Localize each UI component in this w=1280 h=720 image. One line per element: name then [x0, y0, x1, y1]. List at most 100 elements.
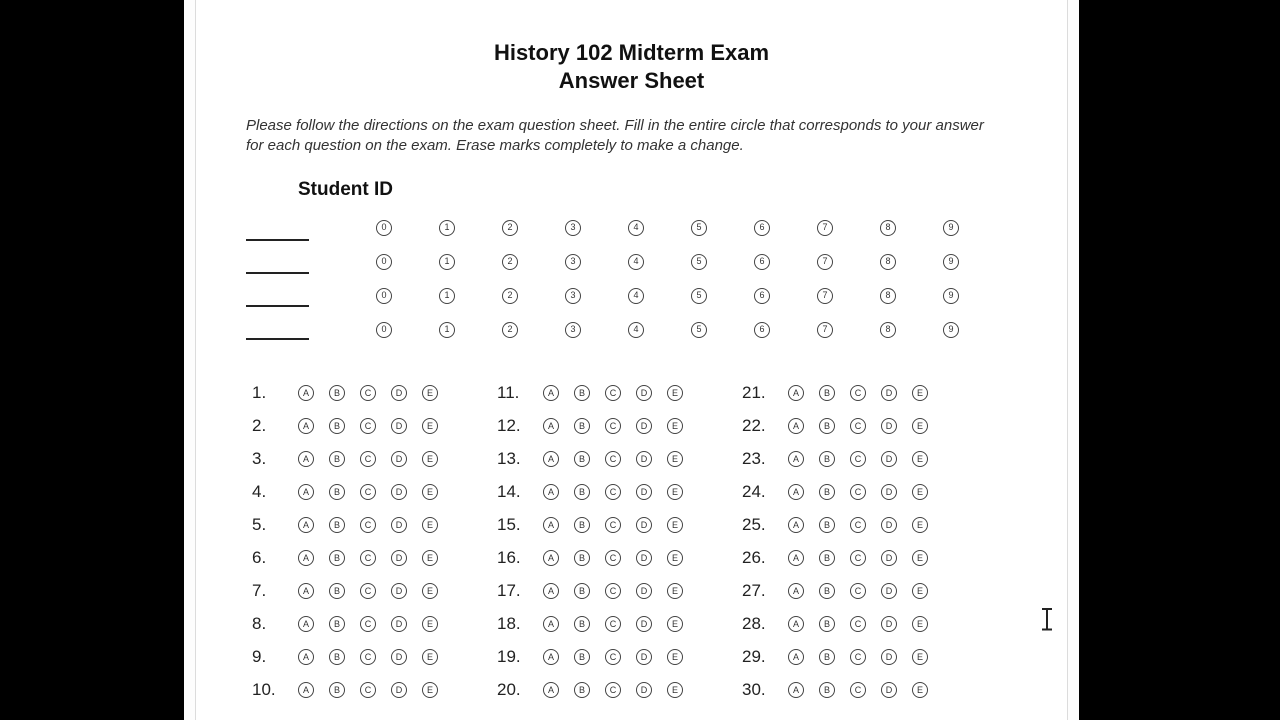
answer-bubble-e[interactable]: E — [422, 418, 438, 434]
answer-bubble-a[interactable]: A — [543, 550, 559, 566]
answer-bubble-e[interactable]: E — [912, 484, 928, 500]
student-id-bubble-5[interactable]: 5 — [691, 322, 707, 338]
answer-bubble-a[interactable]: A — [788, 616, 804, 632]
answer-bubble-a[interactable]: A — [543, 649, 559, 665]
answer-bubble-b[interactable]: B — [574, 616, 590, 632]
answer-bubble-b[interactable]: B — [819, 616, 835, 632]
answer-bubble-c[interactable]: C — [605, 616, 621, 632]
answer-bubble-c[interactable]: C — [850, 451, 866, 467]
answer-bubble-e[interactable]: E — [912, 550, 928, 566]
answer-bubble-a[interactable]: A — [298, 649, 314, 665]
answer-bubble-b[interactable]: B — [329, 649, 345, 665]
answer-bubble-a[interactable]: A — [298, 385, 314, 401]
answer-bubble-a[interactable]: A — [543, 517, 559, 533]
answer-bubble-e[interactable]: E — [422, 385, 438, 401]
answer-bubble-d[interactable]: D — [391, 385, 407, 401]
answer-bubble-b[interactable]: B — [329, 517, 345, 533]
answer-bubble-e[interactable]: E — [912, 682, 928, 698]
answer-bubble-b[interactable]: B — [329, 418, 345, 434]
answer-bubble-c[interactable]: C — [360, 451, 376, 467]
student-id-bubble-5[interactable]: 5 — [691, 254, 707, 270]
student-id-bubble-6[interactable]: 6 — [754, 288, 770, 304]
answer-bubble-d[interactable]: D — [881, 550, 897, 566]
answer-bubble-b[interactable]: B — [819, 682, 835, 698]
answer-bubble-a[interactable]: A — [788, 517, 804, 533]
student-id-bubble-4[interactable]: 4 — [628, 322, 644, 338]
answer-bubble-b[interactable]: B — [819, 550, 835, 566]
answer-bubble-c[interactable]: C — [360, 385, 376, 401]
answer-bubble-a[interactable]: A — [543, 418, 559, 434]
answer-bubble-c[interactable]: C — [850, 583, 866, 599]
student-id-bubble-6[interactable]: 6 — [754, 254, 770, 270]
answer-bubble-e[interactable]: E — [912, 616, 928, 632]
student-id-bubble-2[interactable]: 2 — [502, 220, 518, 236]
answer-bubble-b[interactable]: B — [329, 385, 345, 401]
answer-bubble-e[interactable]: E — [667, 385, 683, 401]
student-id-bubble-5[interactable]: 5 — [691, 220, 707, 236]
answer-bubble-a[interactable]: A — [788, 418, 804, 434]
answer-bubble-e[interactable]: E — [667, 649, 683, 665]
answer-bubble-b[interactable]: B — [574, 682, 590, 698]
answer-bubble-c[interactable]: C — [360, 682, 376, 698]
answer-bubble-a[interactable]: A — [543, 583, 559, 599]
student-id-bubble-0[interactable]: 0 — [376, 288, 392, 304]
student-id-bubble-2[interactable]: 2 — [502, 288, 518, 304]
answer-bubble-d[interactable]: D — [636, 682, 652, 698]
answer-bubble-a[interactable]: A — [298, 583, 314, 599]
student-id-bubble-1[interactable]: 1 — [439, 322, 455, 338]
answer-bubble-b[interactable]: B — [819, 649, 835, 665]
answer-bubble-c[interactable]: C — [850, 550, 866, 566]
student-id-bubble-7[interactable]: 7 — [817, 322, 833, 338]
student-id-bubble-6[interactable]: 6 — [754, 322, 770, 338]
answer-bubble-c[interactable]: C — [605, 550, 621, 566]
answer-bubble-e[interactable]: E — [667, 517, 683, 533]
student-id-bubble-9[interactable]: 9 — [943, 220, 959, 236]
student-id-bubble-7[interactable]: 7 — [817, 254, 833, 270]
answer-bubble-d[interactable]: D — [636, 517, 652, 533]
answer-bubble-e[interactable]: E — [422, 550, 438, 566]
answer-bubble-b[interactable]: B — [819, 451, 835, 467]
answer-bubble-b[interactable]: B — [819, 583, 835, 599]
answer-bubble-e[interactable]: E — [667, 451, 683, 467]
student-id-bubble-4[interactable]: 4 — [628, 254, 644, 270]
student-id-bubble-2[interactable]: 2 — [502, 322, 518, 338]
answer-bubble-b[interactable]: B — [329, 682, 345, 698]
answer-bubble-c[interactable]: C — [850, 418, 866, 434]
answer-bubble-a[interactable]: A — [298, 418, 314, 434]
student-id-bubble-7[interactable]: 7 — [817, 288, 833, 304]
answer-bubble-d[interactable]: D — [391, 517, 407, 533]
student-id-bubble-4[interactable]: 4 — [628, 288, 644, 304]
answer-bubble-b[interactable]: B — [819, 484, 835, 500]
answer-bubble-a[interactable]: A — [543, 385, 559, 401]
answer-bubble-b[interactable]: B — [819, 418, 835, 434]
student-id-bubble-8[interactable]: 8 — [880, 254, 896, 270]
answer-bubble-d[interactable]: D — [391, 418, 407, 434]
answer-bubble-a[interactable]: A — [298, 616, 314, 632]
student-id-bubble-3[interactable]: 3 — [565, 288, 581, 304]
student-id-bubble-8[interactable]: 8 — [880, 322, 896, 338]
answer-bubble-c[interactable]: C — [605, 682, 621, 698]
student-id-bubble-0[interactable]: 0 — [376, 220, 392, 236]
answer-bubble-b[interactable]: B — [574, 484, 590, 500]
student-id-bubble-7[interactable]: 7 — [817, 220, 833, 236]
answer-bubble-e[interactable]: E — [912, 451, 928, 467]
answer-bubble-a[interactable]: A — [298, 451, 314, 467]
answer-bubble-a[interactable]: A — [788, 682, 804, 698]
answer-bubble-b[interactable]: B — [574, 517, 590, 533]
answer-bubble-c[interactable]: C — [850, 385, 866, 401]
student-id-bubble-3[interactable]: 3 — [565, 220, 581, 236]
answer-bubble-e[interactable]: E — [422, 583, 438, 599]
answer-bubble-e[interactable]: E — [912, 418, 928, 434]
answer-bubble-e[interactable]: E — [912, 385, 928, 401]
answer-bubble-c[interactable]: C — [605, 517, 621, 533]
answer-bubble-e[interactable]: E — [667, 418, 683, 434]
answer-bubble-c[interactable]: C — [360, 616, 376, 632]
answer-bubble-c[interactable]: C — [360, 484, 376, 500]
answer-bubble-e[interactable]: E — [912, 517, 928, 533]
answer-bubble-e[interactable]: E — [912, 649, 928, 665]
answer-bubble-b[interactable]: B — [329, 550, 345, 566]
answer-bubble-b[interactable]: B — [574, 451, 590, 467]
student-id-bubble-8[interactable]: 8 — [880, 220, 896, 236]
answer-bubble-c[interactable]: C — [850, 616, 866, 632]
answer-bubble-b[interactable]: B — [574, 550, 590, 566]
